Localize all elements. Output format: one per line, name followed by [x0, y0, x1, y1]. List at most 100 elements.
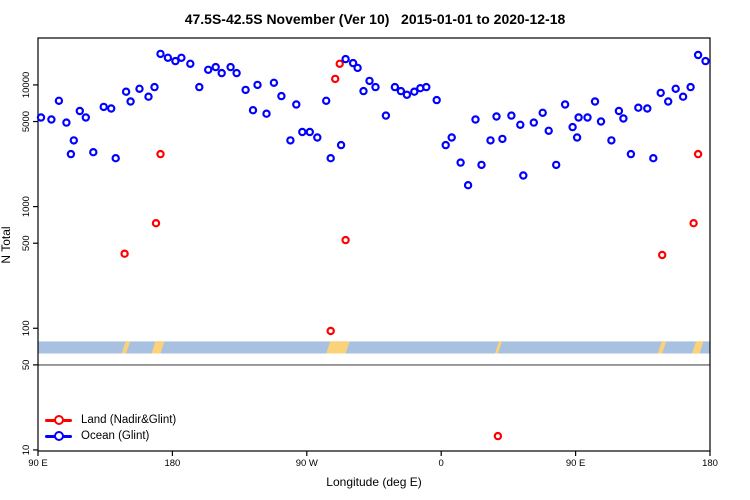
ocean-point [348, 58, 358, 68]
x-tick-label: 180 [702, 458, 718, 469]
ocean-point [447, 133, 456, 142]
chart-title: 47.5S-42.5S November (Ver 10) 2015-01-01… [184, 11, 566, 27]
ocean-point [305, 127, 314, 137]
ocean-point [477, 160, 486, 170]
ocean-point [203, 65, 213, 75]
ocean-point [171, 56, 180, 66]
ocean-point [106, 104, 116, 113]
ocean-point [381, 111, 391, 120]
land-point [156, 149, 165, 159]
ocean-point [89, 147, 98, 157]
x-tick-label: 0 [439, 458, 444, 469]
ocean-point [126, 97, 135, 106]
ocean-point [313, 133, 322, 142]
ocean-point [456, 158, 465, 167]
ocean-point [99, 102, 108, 112]
ocean-point [69, 136, 79, 145]
ocean-point [150, 82, 159, 92]
ocean-point [492, 112, 501, 121]
ocean-marker-icon [45, 431, 72, 441]
ocean-point [248, 105, 258, 115]
ocean-point [269, 78, 279, 88]
ocean-point [144, 92, 153, 101]
ocean-point [529, 118, 539, 127]
ocean-point [463, 180, 473, 190]
ocean-point [396, 86, 406, 96]
ocean-point [568, 122, 577, 132]
ocean-point [626, 149, 636, 159]
ocean-point [353, 63, 362, 73]
ocean-point [298, 127, 307, 137]
ocean-point [422, 82, 431, 92]
ocean-point [560, 100, 570, 109]
ocean-point [156, 49, 165, 59]
ocean-point [678, 92, 688, 101]
land-point [689, 218, 698, 228]
land-point [693, 149, 703, 159]
legend: Land (Nadir&Glint) Ocean (Glint) [45, 412, 176, 444]
y-tick-label: 100 [21, 320, 32, 336]
ocean-point [544, 126, 553, 136]
ocean-point [519, 171, 528, 180]
band-patch [657, 341, 667, 354]
y-tick-label: 500 [21, 235, 32, 251]
x-tick-label: 180 [164, 458, 180, 469]
plot-box [37, 37, 711, 452]
x-tick-label: 90 E [28, 458, 48, 469]
legend-item-ocean: Ocean (Glint) [45, 428, 176, 444]
ocean-point [195, 82, 204, 92]
ocean-point [656, 88, 665, 98]
y-axis-label: N Total [0, 226, 13, 264]
ocean-point [701, 56, 710, 66]
ocean-point [649, 153, 658, 163]
y-tick-label: 5000 [21, 111, 32, 132]
ocean-point [664, 97, 673, 106]
ocean-point [163, 53, 173, 63]
ocean-point [607, 136, 616, 145]
ocean-point [47, 115, 56, 124]
ocean-point [498, 134, 507, 144]
ocean-point [322, 96, 331, 106]
legend-label-land: Land (Nadir&Glint) [81, 414, 177, 426]
land-point [335, 59, 344, 69]
land-point [493, 431, 503, 441]
land-point [326, 326, 335, 336]
ocean-point [583, 113, 592, 122]
y-tick-label: 10 [21, 445, 32, 456]
ocean-point [54, 96, 64, 106]
y-tick-label: 1000 [21, 196, 32, 217]
ocean-legend-circle [54, 431, 64, 441]
x-tick-label: 90 E [566, 458, 586, 469]
ocean-point [241, 85, 250, 95]
land-point [658, 250, 667, 260]
ocean-point [75, 106, 85, 116]
x-axis-label: Longitude (deg E) [326, 475, 422, 489]
y-tick-label: 50 [21, 360, 32, 371]
ocean-point [81, 113, 91, 122]
ocean-point [292, 100, 301, 109]
ocean-point [390, 82, 400, 92]
ocean-point [186, 59, 195, 69]
ocean-point [359, 86, 368, 96]
ocean-point [590, 97, 600, 106]
ocean-point [121, 87, 131, 96]
land-point [331, 74, 340, 84]
band-patch [121, 341, 131, 354]
ocean-point [693, 50, 703, 60]
ocean-point [111, 153, 120, 163]
band-patch [494, 341, 502, 354]
band-patch [151, 341, 165, 354]
y-tick-label: 10000 [21, 72, 32, 98]
ocean-point [177, 53, 186, 63]
ocean-point [371, 82, 380, 92]
land-point [120, 249, 129, 258]
legend-item-land: Land (Nadir&Glint) [45, 412, 176, 428]
ocean-point [62, 118, 71, 127]
ocean-point [336, 140, 346, 150]
land-legend-circle [54, 415, 64, 425]
land-point [341, 235, 350, 245]
land-marker-icon [45, 415, 72, 425]
ocean-point [253, 80, 262, 90]
land-point [151, 218, 161, 228]
